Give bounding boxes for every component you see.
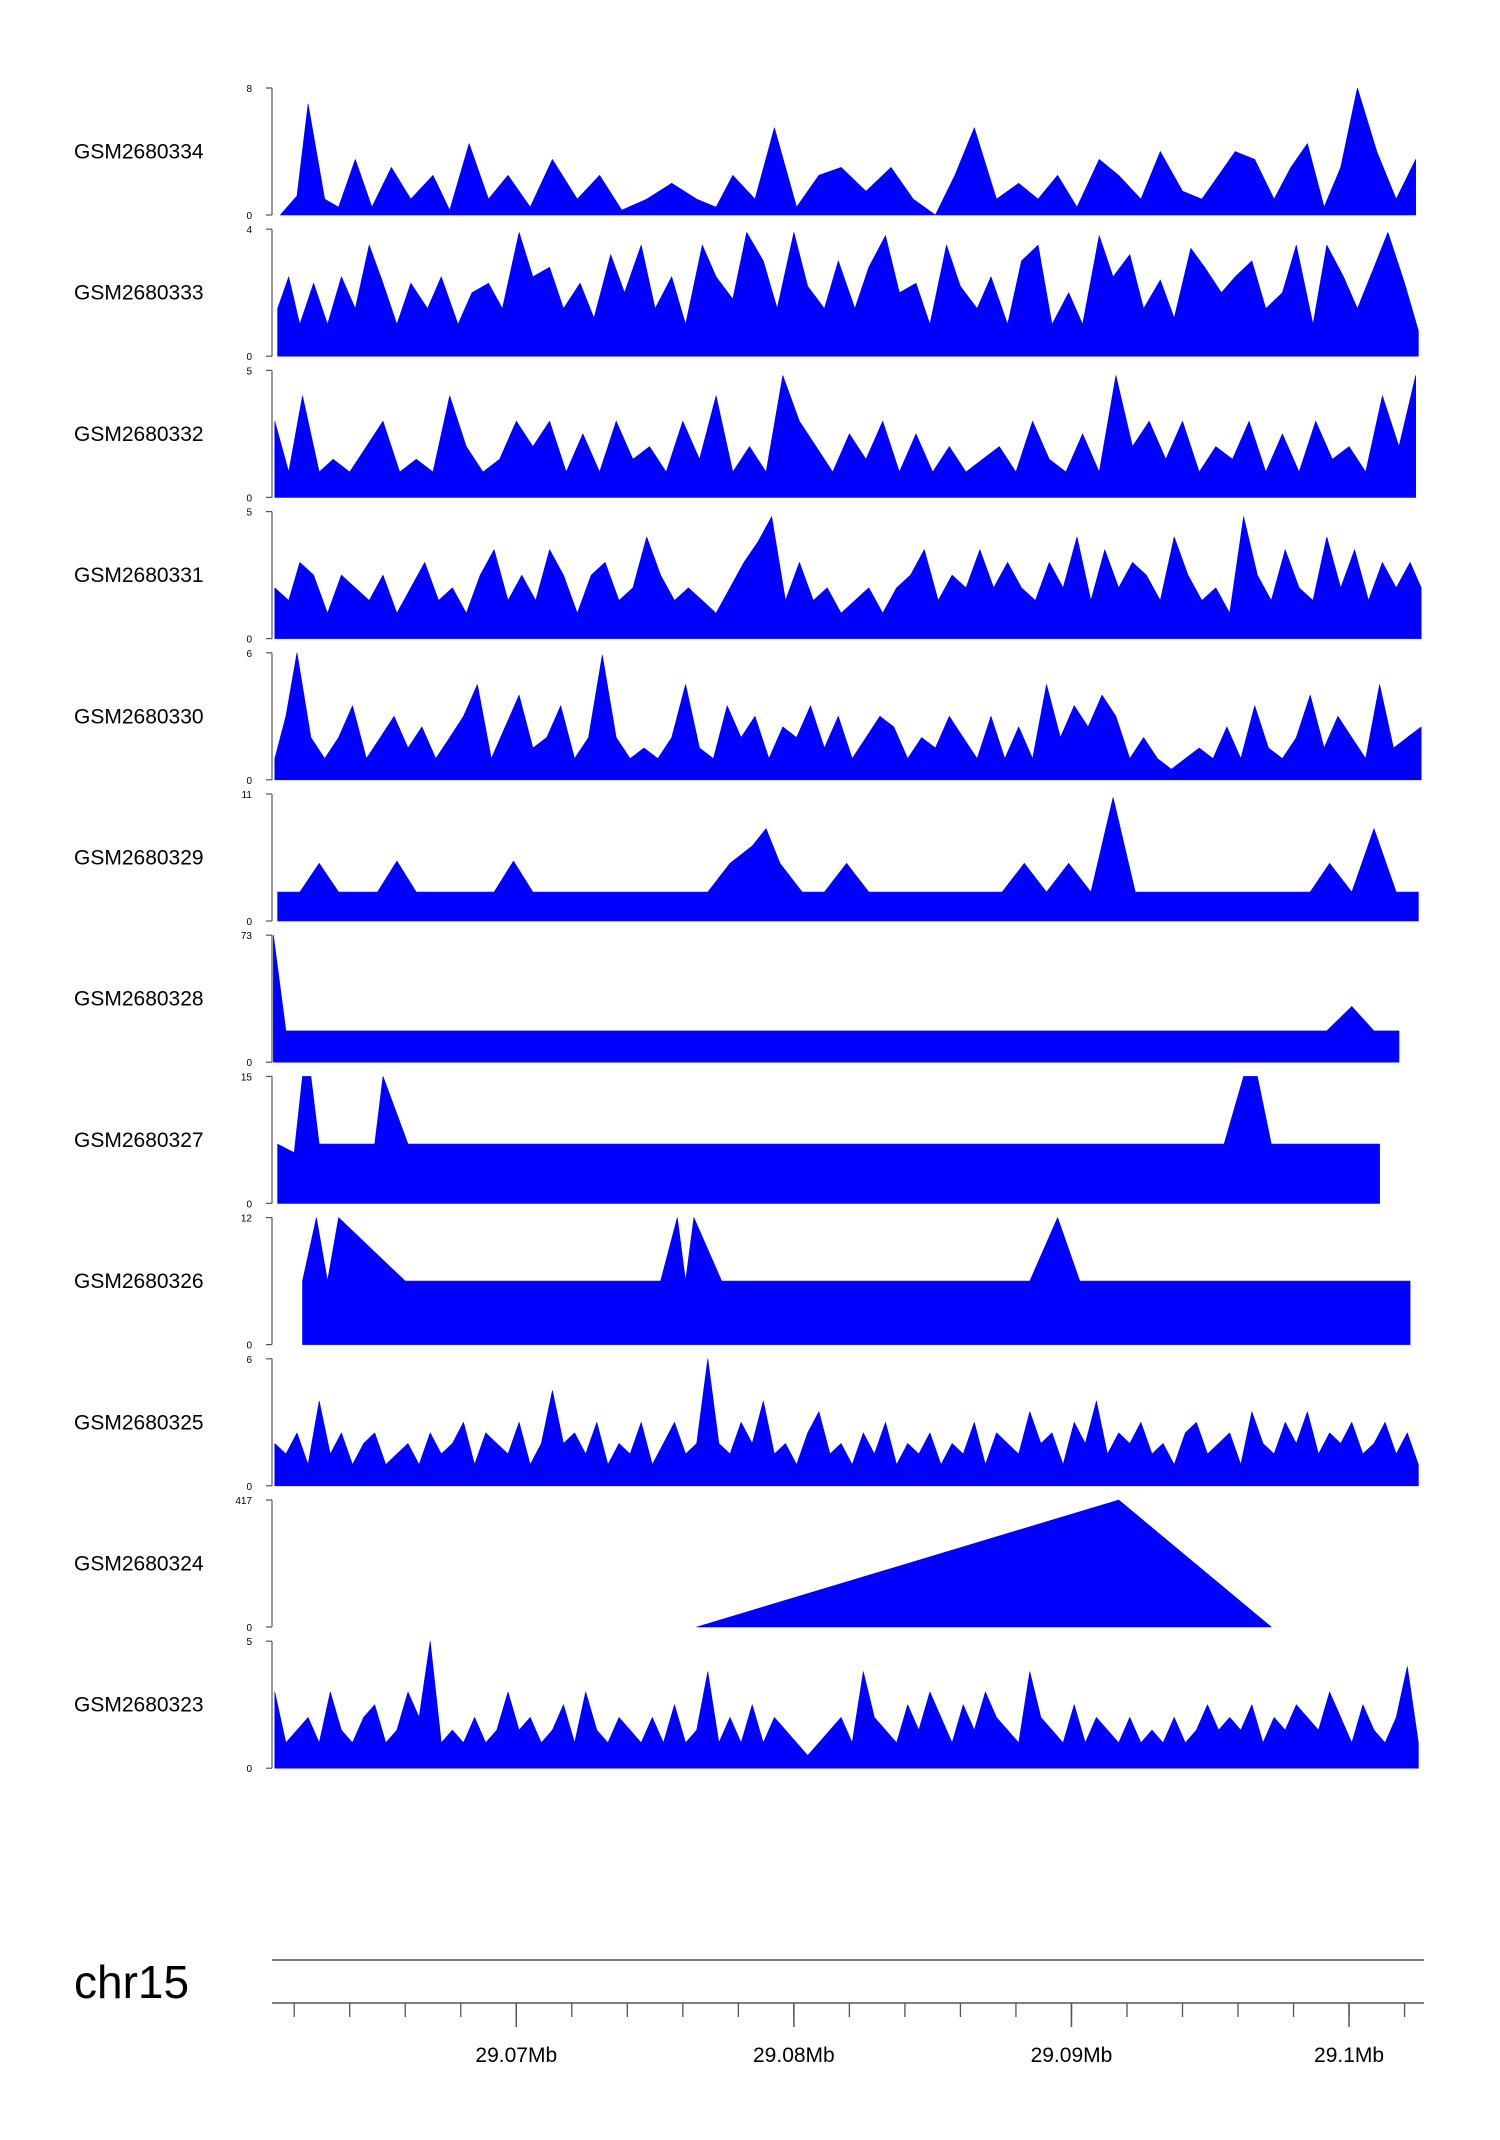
track-GSM2680327: GSM2680327 15 0 bbox=[74, 1072, 1380, 1210]
signal-area bbox=[273, 934, 1400, 1063]
y-min-label: 0 bbox=[246, 635, 252, 646]
y-min-label: 0 bbox=[246, 493, 252, 504]
signal-area bbox=[696, 1499, 1272, 1628]
track-label: GSM2680330 bbox=[74, 705, 204, 728]
y-min-label: 0 bbox=[246, 1482, 252, 1493]
y-max-label: 6 bbox=[246, 1355, 252, 1366]
track-label: GSM2680324 bbox=[74, 1553, 204, 1576]
track-label: GSM2680325 bbox=[74, 1411, 204, 1434]
y-min-label: 0 bbox=[246, 211, 252, 222]
track-label: GSM2680333 bbox=[74, 282, 204, 305]
signal-area bbox=[274, 1640, 1419, 1769]
track-GSM2680334: GSM2680334 8 0 bbox=[74, 84, 1416, 222]
chromosome-label: chr15 bbox=[74, 1956, 189, 2008]
track-label: GSM2680328 bbox=[74, 988, 204, 1011]
track-GSM2680324: GSM2680324 417 0 bbox=[74, 1496, 1272, 1634]
track-label: GSM2680334 bbox=[74, 141, 204, 164]
y-min-label: 0 bbox=[246, 1623, 252, 1634]
track-label: GSM2680332 bbox=[74, 423, 204, 446]
y-min-label: 0 bbox=[246, 917, 252, 928]
signal-area bbox=[274, 1358, 1419, 1487]
track-label: GSM2680326 bbox=[74, 1270, 204, 1293]
signal-area bbox=[274, 516, 1422, 639]
y-min-label: 0 bbox=[246, 1764, 252, 1775]
y-max-label: 5 bbox=[246, 366, 252, 377]
track-GSM2680330: GSM2680330 6 0 bbox=[74, 649, 1422, 787]
y-max-label: 5 bbox=[246, 508, 252, 519]
y-max-label: 15 bbox=[241, 1072, 253, 1083]
track-GSM2680323: GSM2680323 5 0 bbox=[74, 1637, 1419, 1775]
y-max-label: 73 bbox=[241, 931, 253, 942]
signal-area bbox=[277, 232, 1419, 357]
signal-area bbox=[274, 375, 1416, 498]
track-GSM2680325: GSM2680325 6 0 bbox=[74, 1355, 1419, 1493]
track-label: GSM2680323 bbox=[74, 1694, 204, 1717]
track-label: GSM2680327 bbox=[74, 1129, 204, 1152]
y-min-label: 0 bbox=[246, 1341, 252, 1352]
y-min-label: 0 bbox=[246, 776, 252, 787]
y-max-label: 12 bbox=[241, 1214, 253, 1225]
signal-area bbox=[274, 652, 1422, 781]
y-min-label: 0 bbox=[246, 352, 252, 363]
y-min-label: 0 bbox=[246, 1199, 252, 1210]
genome-axis: chr15 29.07Mb 29.08Mb 29.09Mb 29.1Mb bbox=[74, 1956, 1424, 2067]
track-GSM2680333: GSM2680333 4 0 bbox=[74, 225, 1419, 363]
y-max-label: 8 bbox=[246, 84, 252, 95]
track-label: GSM2680329 bbox=[74, 847, 204, 870]
track-GSM2680331: GSM2680331 5 0 bbox=[74, 508, 1422, 646]
signal-area bbox=[277, 797, 1419, 922]
y-max-label: 417 bbox=[235, 1496, 252, 1507]
y-max-label: 4 bbox=[246, 225, 252, 236]
x-tick-label: 29.1Mb bbox=[1314, 2044, 1384, 2067]
y-max-label: 11 bbox=[242, 790, 253, 801]
track-panels: GSM268033480GSM268033340GSM268033250GSM2… bbox=[74, 84, 1422, 1775]
x-tick-label: 29.08Mb bbox=[753, 2044, 835, 2067]
y-max-label: 5 bbox=[246, 1637, 252, 1648]
x-tick-label: 29.07Mb bbox=[475, 2044, 557, 2067]
track-GSM2680326: GSM2680326 12 0 bbox=[74, 1214, 1411, 1352]
signal-area bbox=[280, 87, 1416, 216]
signal-area bbox=[277, 1076, 1380, 1204]
x-tick-label: 29.09Mb bbox=[1031, 2044, 1113, 2067]
y-min-label: 0 bbox=[246, 1058, 252, 1069]
track-GSM2680328: GSM2680328 73 0 bbox=[74, 931, 1400, 1069]
track-GSM2680332: GSM2680332 5 0 bbox=[74, 366, 1416, 504]
track-GSM2680329: GSM2680329 11 0 bbox=[74, 790, 1419, 928]
signal-area bbox=[302, 1217, 1411, 1345]
track-label: GSM2680331 bbox=[74, 564, 204, 587]
y-max-label: 6 bbox=[246, 649, 252, 660]
